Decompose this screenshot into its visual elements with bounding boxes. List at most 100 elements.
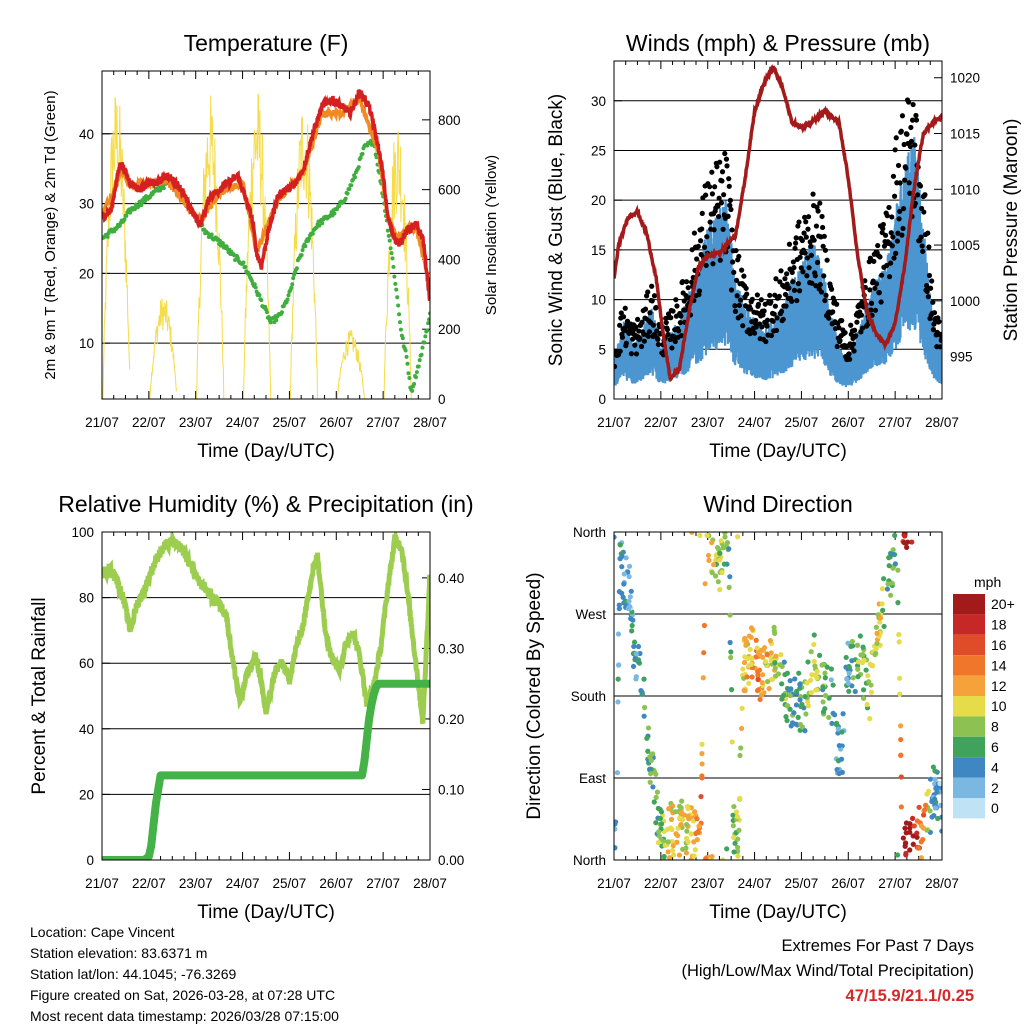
- direction-point: [633, 651, 639, 657]
- gust-point: [673, 297, 679, 303]
- direction-point: [769, 676, 776, 682]
- dewpoint-point: [414, 370, 419, 375]
- gust-point: [802, 250, 808, 256]
- direction-point: [709, 853, 715, 860]
- dewpoint-point: [220, 241, 225, 246]
- direction-point: [627, 594, 633, 600]
- direction-point: [909, 539, 915, 545]
- direction-point: [890, 547, 896, 553]
- x-tick-label: 24/07: [738, 876, 772, 891]
- y-tick-label: 60: [79, 656, 94, 671]
- gust-point: [771, 311, 777, 317]
- gust-point: [888, 260, 894, 266]
- direction-point: [702, 581, 708, 587]
- x-tick-label: 28/07: [925, 415, 959, 430]
- y2-tick-label: 1015: [950, 127, 980, 142]
- direction-point: [867, 716, 873, 722]
- direction-point: [691, 853, 697, 859]
- gust-point: [629, 336, 636, 342]
- direction-point: [760, 672, 766, 678]
- direction-point: [755, 687, 761, 693]
- direction-point: [805, 699, 811, 705]
- gust-point: [867, 255, 874, 261]
- gust-point: [937, 344, 942, 350]
- colorbar-label: 4: [991, 759, 999, 775]
- dewpoint-point: [310, 231, 315, 236]
- gust-point: [653, 304, 659, 311]
- gust-point: [864, 321, 871, 328]
- gust-point: [888, 230, 894, 236]
- gust-point: [791, 287, 798, 293]
- plot-area: [614, 532, 942, 860]
- direction-point: [797, 721, 804, 728]
- gust-point: [912, 200, 918, 207]
- gust-point: [889, 243, 895, 249]
- panel-3: Relative Humidity (%) & Precipitation (i…: [29, 491, 474, 923]
- dewpoint-point: [124, 213, 129, 218]
- direction-point: [647, 771, 654, 777]
- dewpoint-point: [400, 336, 405, 341]
- x-tick-label: 24/07: [226, 415, 260, 430]
- direction-point: [784, 717, 790, 724]
- direction-point: [898, 774, 904, 780]
- direction-point: [630, 663, 637, 670]
- dewpoint-point: [274, 318, 279, 323]
- colorbar-swatch: [953, 798, 985, 819]
- direction-point: [730, 834, 737, 841]
- gust-point: [882, 232, 889, 238]
- dewpoint-point: [332, 211, 337, 216]
- gust-point: [810, 191, 816, 197]
- gust-point: [737, 297, 744, 303]
- x-tick-label: 26/07: [319, 415, 353, 430]
- direction-point: [933, 785, 939, 791]
- gust-point: [821, 273, 827, 279]
- direction-point: [755, 672, 761, 678]
- gust-point: [893, 250, 899, 256]
- x-tick-label: 21/07: [85, 876, 119, 891]
- gust-point: [890, 173, 897, 179]
- direction-point: [850, 643, 856, 649]
- direction-point: [828, 677, 834, 683]
- gust-point: [685, 285, 691, 291]
- direction-point: [677, 815, 683, 821]
- gust-point: [777, 279, 783, 285]
- direction-point: [673, 831, 679, 837]
- direction-point: [840, 711, 846, 717]
- gust-point: [767, 292, 773, 298]
- direction-point: [821, 661, 827, 668]
- x-tick-label: 28/07: [413, 415, 447, 430]
- latlon-text: Station lat/lon: 44.1045; -76.3269: [30, 966, 237, 982]
- direction-point: [788, 723, 794, 729]
- gust-point: [716, 195, 722, 201]
- dewpoint-point: [426, 321, 430, 326]
- dewpoint-point: [314, 225, 319, 230]
- gust-point: [717, 159, 723, 165]
- direction-point: [844, 676, 850, 682]
- extremes-title: Extremes For Past 7 Days: [781, 937, 974, 955]
- gust-point: [688, 279, 695, 285]
- gust-point: [768, 332, 775, 339]
- gust-point: [891, 255, 897, 261]
- dewpoint-point: [416, 364, 421, 369]
- chart-title: Temperature (F): [184, 30, 349, 56]
- direction-point: [885, 581, 891, 587]
- direction-point: [677, 803, 683, 809]
- direction-point: [816, 652, 823, 658]
- gust-point: [663, 319, 669, 326]
- gust-point: [839, 317, 845, 324]
- gust-point: [726, 183, 732, 189]
- gust-point: [924, 283, 930, 289]
- dewpoint-point: [386, 233, 391, 238]
- direction-point: [683, 835, 690, 841]
- direction-point: [814, 668, 820, 674]
- gust-point: [620, 314, 627, 320]
- direction-point: [731, 803, 737, 810]
- gust-point: [761, 308, 767, 314]
- direction-point: [678, 822, 684, 828]
- gust-point: [801, 230, 807, 236]
- gust-point: [691, 230, 698, 236]
- x-tick-label: 24/07: [738, 415, 772, 430]
- gust-point: [740, 323, 746, 329]
- x-axis-label: Time (Day/UTC): [197, 902, 335, 923]
- gust-point: [906, 99, 912, 105]
